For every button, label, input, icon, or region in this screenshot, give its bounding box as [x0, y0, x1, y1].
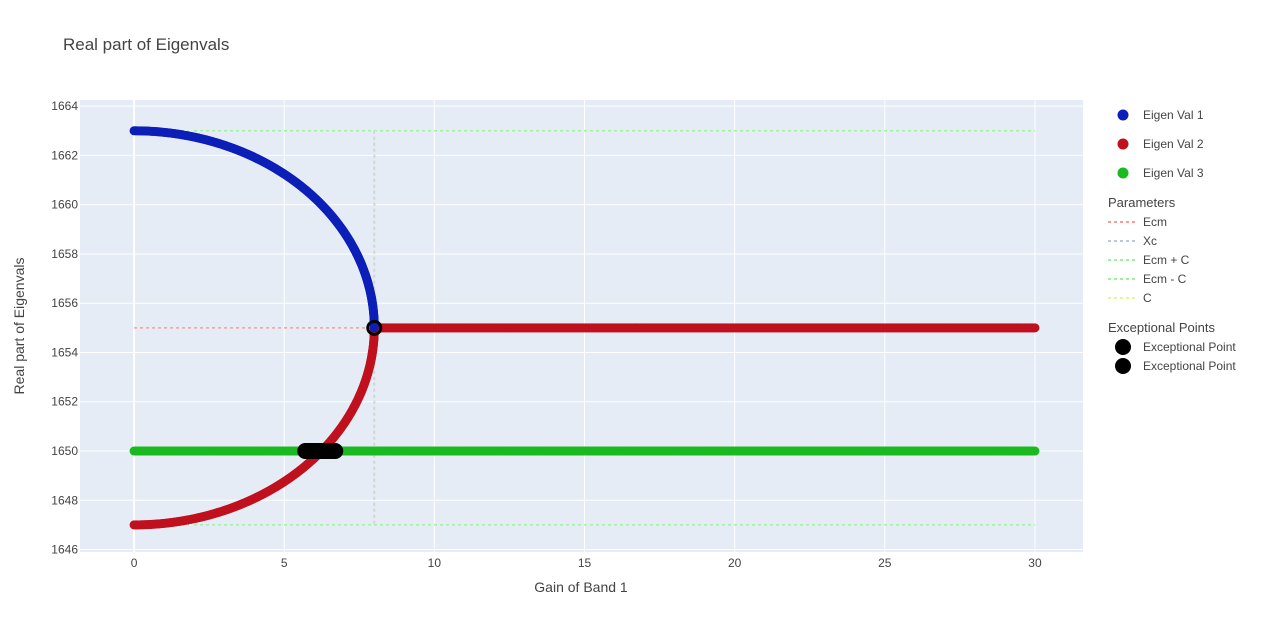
legend-label-eig2: Eigen Val 2 [1143, 137, 1204, 151]
exceptional-point-marker [366, 319, 383, 336]
x-tick-label: 10 [428, 556, 442, 570]
y-tick-label: 1656 [51, 296, 78, 310]
legend-item-eigen-val-3[interactable]: Eigen Val 3 [1117, 166, 1204, 180]
legend-marker-ep2 [1115, 358, 1131, 374]
legend-marker-ep1 [1115, 339, 1131, 355]
legend-item-ecm-plus-c[interactable]: Ecm + C [1108, 253, 1190, 267]
y-tick-label: 1652 [51, 395, 78, 409]
y-tick-label: 1660 [51, 198, 78, 212]
y-tick-label: 1646 [51, 543, 78, 557]
y-tick-label: 1654 [51, 345, 78, 359]
legend-item-ecm-minus-c[interactable]: Ecm - C [1108, 272, 1187, 286]
x-tick-label: 15 [578, 556, 592, 570]
data-points [129, 126, 1040, 530]
eigen-val-2-point [1030, 323, 1040, 333]
legend-group-parameters-title: Parameters [1108, 195, 1176, 210]
legend-label-eig1: Eigen Val 1 [1143, 108, 1204, 122]
y-tick-label: 1658 [51, 247, 78, 261]
legend-marker-eig3 [1117, 167, 1129, 179]
x-tick-label: 20 [728, 556, 742, 570]
x-tick-label: 30 [1028, 556, 1042, 570]
x-tick-label: 25 [878, 556, 892, 570]
legend-item-xc[interactable]: Xc [1108, 234, 1157, 248]
x-axis-label: Gain of Band 1 [534, 579, 628, 595]
x-tick-label: 0 [131, 556, 138, 570]
legend-label-ecm-plus-c: Ecm + C [1143, 253, 1190, 267]
chart-title: Real part of Eigenvals [63, 35, 229, 54]
legend-label-ep1: Exceptional Point [1143, 340, 1236, 354]
y-tick-label: 1662 [51, 148, 78, 162]
legend-marker-eig1 [1117, 109, 1129, 121]
x-tick-label: 5 [281, 556, 288, 570]
legend-label-ep2: Exceptional Point [1143, 359, 1236, 373]
exceptional-points [297, 319, 383, 460]
eigen-val-1-point [369, 323, 379, 333]
legend-item-c[interactable]: C [1108, 291, 1152, 305]
y-tick-label: 1648 [51, 493, 78, 507]
legend-label-c: C [1143, 291, 1152, 305]
legend-label-xc: Xc [1143, 234, 1157, 248]
y-axis-label: Real part of Eigenvals [11, 258, 27, 395]
eigen-val-3-point [1030, 446, 1040, 456]
legend-item-exceptional-point-2[interactable]: Exceptional Point [1115, 358, 1236, 374]
legend-item-exceptional-point-1[interactable]: Exceptional Point [1115, 339, 1236, 355]
legend: Eigen Val 1 Eigen Val 2 Eigen Val 3 Para… [1108, 108, 1236, 374]
legend-group-exceptional-points-title: Exceptional Points [1108, 320, 1215, 335]
y-tick-label: 1664 [51, 99, 78, 113]
legend-label-ecm-minus-c: Ecm - C [1143, 272, 1187, 286]
legend-item-eigen-val-1[interactable]: Eigen Val 1 [1117, 108, 1204, 122]
legend-item-ecm[interactable]: Ecm [1108, 215, 1167, 229]
legend-label-eig3: Eigen Val 3 [1143, 166, 1204, 180]
y-tick-label: 1650 [51, 444, 78, 458]
legend-item-eigen-val-2[interactable]: Eigen Val 2 [1117, 137, 1204, 151]
axis-ticks: 0 5 10 15 20 25 30 1646 1648 1650 1652 1654 1656 1658… [51, 99, 1042, 570]
exceptional-point-marker [327, 443, 344, 460]
legend-marker-eig2 [1117, 138, 1129, 150]
legend-label-ecm: Ecm [1143, 215, 1167, 229]
